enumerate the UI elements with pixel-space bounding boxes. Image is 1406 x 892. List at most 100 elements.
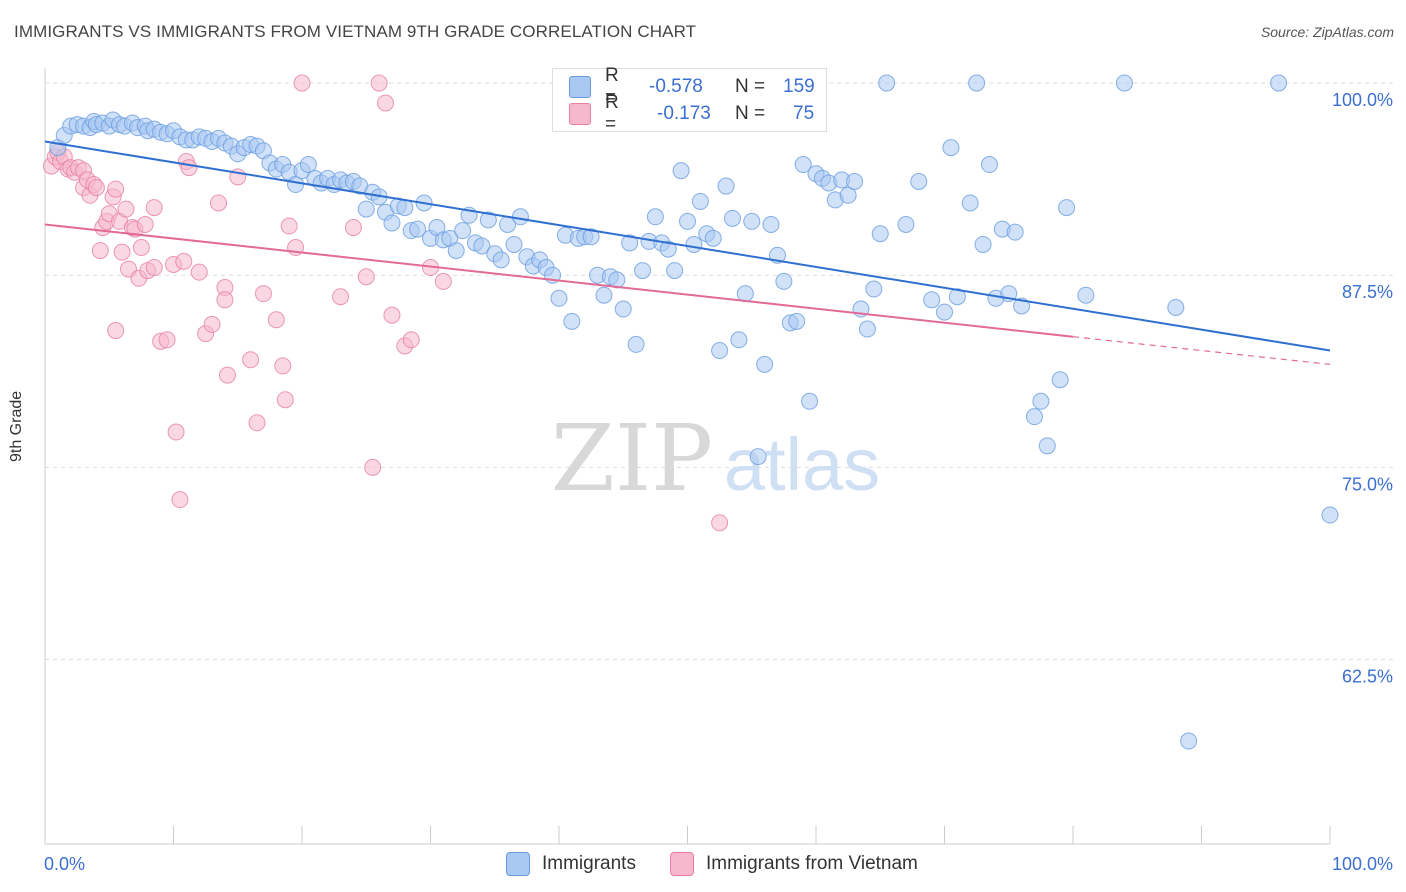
immigrants-point: [923, 291, 941, 309]
legend-label-immigrants: Immigrants: [542, 853, 636, 874]
immigrants-point: [666, 262, 684, 280]
immigrants-point: [1058, 199, 1076, 217]
legend-r-label: R =: [605, 65, 619, 108]
immigrants-point: [473, 237, 491, 255]
vietnam-point: [293, 74, 311, 92]
legend-n-value: 159: [783, 76, 815, 97]
y-axis-label: 9th Grade: [8, 390, 25, 462]
trend-lines: [44, 140, 1331, 365]
immigrants-point: [1321, 506, 1339, 524]
vietnam-point: [254, 285, 272, 303]
vietnam-point: [711, 514, 729, 532]
vietnam-point: [242, 351, 260, 369]
immigrants-point: [743, 212, 761, 230]
immigrants-point: [846, 172, 864, 190]
legend-r-value: -0.173: [657, 103, 711, 124]
immigrants-point: [634, 262, 652, 280]
immigrants-point: [711, 342, 729, 360]
vietnam-point: [434, 272, 452, 290]
legend-swatch-vietnam: [569, 103, 591, 125]
immigrants-point: [563, 312, 581, 330]
immigrants-point: [839, 186, 857, 204]
immigrants-point: [1032, 392, 1050, 410]
immigrants-point: [980, 156, 998, 174]
immigrants-point: [878, 74, 896, 92]
vietnam-point: [209, 194, 227, 212]
immigrants-point: [409, 220, 427, 238]
immigrants-point: [910, 172, 928, 190]
vietnam-point: [171, 491, 189, 509]
vietnam-point: [87, 179, 105, 197]
vietnam-point: [357, 268, 375, 286]
vietnam-point: [280, 217, 298, 235]
watermark-zip: ZIP: [551, 405, 713, 512]
vietnam-point: [267, 311, 285, 329]
immigrants-point: [961, 194, 979, 212]
immigrants-point: [717, 177, 735, 195]
immigrants-point: [865, 280, 883, 298]
immigrants-point: [1180, 732, 1198, 750]
vietnam-point: [383, 306, 401, 324]
immigrants-point: [1167, 298, 1185, 316]
y-tick-label: 100.0%: [1332, 90, 1393, 110]
vietnam-point: [180, 159, 198, 177]
series-legend: Immigrants Immigrants from Vietnam: [0, 852, 1406, 878]
immigrants-point: [454, 222, 472, 240]
legend-n-label: N =: [735, 103, 766, 124]
immigrants-point: [858, 320, 876, 338]
immigrants-point: [1077, 286, 1095, 304]
vietnam-point: [370, 74, 388, 92]
immigrants-point: [505, 235, 523, 253]
vietnam-point: [136, 215, 154, 233]
immigrants-point: [357, 200, 375, 218]
watermark-atlas: atlas: [724, 423, 880, 506]
immigrants-point: [299, 156, 317, 174]
vietnam-point: [113, 243, 131, 261]
y-tick-label: 62.5%: [1342, 667, 1393, 687]
immigrants-point: [672, 162, 690, 180]
y-tick-label: 75.0%: [1342, 474, 1393, 494]
immigrants-point: [974, 235, 992, 253]
immigrants-point: [948, 288, 966, 306]
immigrants-point: [1051, 371, 1069, 389]
immigrants-point: [685, 235, 703, 253]
y-tick-label: 87.5%: [1342, 282, 1393, 302]
vietnam-point: [216, 291, 234, 309]
vietnam-point: [276, 391, 294, 409]
immigrants-point: [968, 74, 986, 92]
vietnam-point: [158, 331, 176, 349]
vietnam-point: [274, 357, 292, 375]
immigrants-point: [396, 199, 414, 217]
legend-n-value: 75: [793, 103, 815, 124]
legend-swatch-vietnam: [670, 852, 694, 876]
vietnam-point: [91, 242, 109, 260]
immigrants-point: [1038, 437, 1056, 455]
tick-labels: 100.0% 87.5% 75.0% 62.5% 0.0% 100.0%: [44, 90, 1393, 874]
vietnam-point: [132, 239, 150, 257]
immigrants-point: [447, 242, 465, 260]
axes: [44, 68, 1331, 845]
immigrants-point: [691, 192, 709, 210]
immigrants-point: [595, 286, 613, 304]
immigrants-point: [492, 251, 510, 269]
immigrants-point: [511, 208, 529, 226]
vietnam-point: [190, 263, 208, 281]
legend-item-vietnam[interactable]: Immigrants from Vietnam: [670, 852, 918, 876]
vietnam-point: [107, 180, 125, 198]
vietnam-point: [344, 219, 362, 237]
legend-swatch-immigrants: [506, 852, 530, 876]
immigrants-point: [679, 212, 696, 230]
immigrants-point: [730, 331, 748, 349]
legend-item-immigrants[interactable]: Immigrants: [506, 852, 636, 876]
vietnam-point: [364, 458, 382, 476]
legend-r-value: -0.578: [649, 76, 703, 97]
vietnam-trend-line: [44, 223, 1074, 338]
immigrants-point: [871, 225, 889, 243]
immigrants-point: [775, 272, 793, 290]
vietnam-point: [332, 288, 350, 306]
legend-row-immigrants: R = -0.578 N = 159: [569, 65, 815, 108]
immigrants-point: [383, 214, 401, 232]
legend-swatch-immigrants: [569, 76, 591, 98]
vietnam-point: [117, 200, 135, 218]
immigrants-point: [723, 209, 741, 227]
